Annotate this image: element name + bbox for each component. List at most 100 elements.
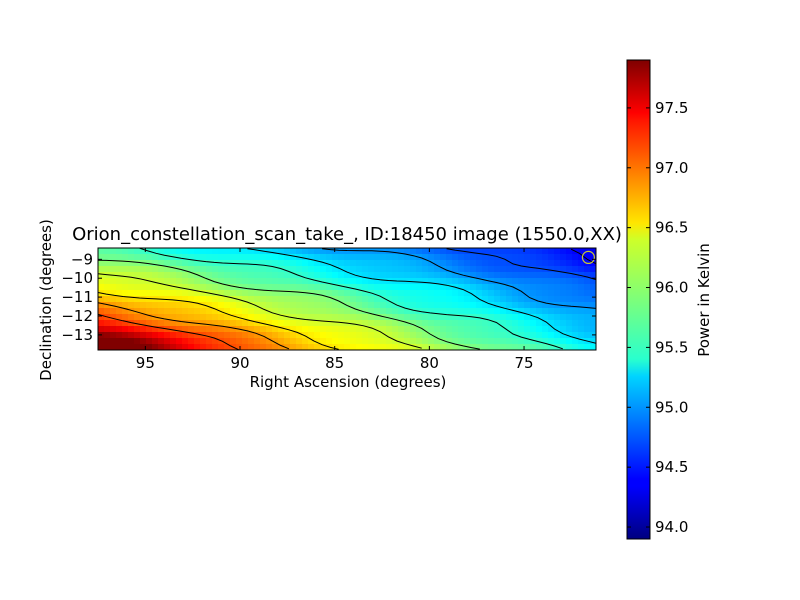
heatmap-cell bbox=[290, 338, 297, 345]
heatmap-cell bbox=[554, 266, 561, 273]
heatmap-cell bbox=[224, 338, 231, 345]
heatmap-cell bbox=[302, 296, 309, 303]
heatmap-cell bbox=[446, 308, 453, 315]
heatmap-cell bbox=[194, 284, 201, 291]
heatmap-cell bbox=[488, 290, 495, 297]
heatmap-cell bbox=[488, 284, 495, 291]
heatmap-cell bbox=[584, 308, 591, 315]
heatmap-cell bbox=[494, 290, 501, 297]
x-tick-label: 90 bbox=[230, 354, 249, 372]
heatmap-cell bbox=[164, 284, 171, 291]
heatmap-cell bbox=[374, 290, 381, 297]
heatmap-cell bbox=[152, 302, 159, 309]
heatmap-cell bbox=[494, 338, 501, 345]
heatmap-cell bbox=[482, 314, 489, 321]
heatmap-cell bbox=[572, 290, 579, 297]
heatmap-cell bbox=[206, 326, 213, 333]
heatmap-cell bbox=[548, 332, 555, 339]
heatmap-cell bbox=[200, 290, 207, 297]
heatmap-cell bbox=[338, 272, 345, 279]
heatmap-cell bbox=[488, 326, 495, 333]
heatmap-cell bbox=[164, 248, 171, 255]
heatmap-cell bbox=[458, 302, 465, 309]
heatmap-cell bbox=[452, 338, 459, 345]
heatmap-cell bbox=[338, 332, 345, 339]
heatmap-cell bbox=[554, 332, 561, 339]
heatmap-cell bbox=[302, 284, 309, 291]
heatmap-cell bbox=[434, 296, 441, 303]
heatmap-cell bbox=[518, 254, 525, 261]
heatmap-cell bbox=[200, 254, 207, 261]
heatmap-cell bbox=[212, 332, 219, 339]
heatmap-cell bbox=[560, 254, 567, 261]
heatmap-cell bbox=[410, 284, 417, 291]
heatmap-cell bbox=[374, 332, 381, 339]
heatmap-cell bbox=[398, 290, 405, 297]
heatmap-cell bbox=[278, 326, 285, 333]
heatmap-cell bbox=[500, 302, 507, 309]
heatmap-cell bbox=[356, 338, 363, 345]
heatmap-cell bbox=[410, 326, 417, 333]
heatmap-cell bbox=[296, 296, 303, 303]
heatmap-cell bbox=[236, 338, 243, 345]
heatmap-cell bbox=[98, 260, 105, 267]
heatmap-cell bbox=[368, 254, 375, 261]
heatmap-cell bbox=[176, 326, 183, 333]
heatmap-cell bbox=[152, 320, 159, 327]
heatmap-cell bbox=[470, 320, 477, 327]
heatmap-cell bbox=[452, 254, 459, 261]
heatmap-cell bbox=[548, 290, 555, 297]
heatmap-cell bbox=[530, 272, 537, 279]
heatmap-cell bbox=[404, 248, 411, 255]
heatmap-cell bbox=[248, 284, 255, 291]
heatmap-cell bbox=[470, 284, 477, 291]
heatmap-cell bbox=[488, 308, 495, 315]
heatmap-cell bbox=[320, 278, 327, 285]
heatmap-cell bbox=[434, 302, 441, 309]
colorbar-tick-label: 94.0 bbox=[655, 518, 688, 536]
heatmap-cell bbox=[554, 314, 561, 321]
heatmap-cell bbox=[152, 344, 159, 350]
heatmap-cell bbox=[224, 296, 231, 303]
heatmap-cell bbox=[530, 320, 537, 327]
heatmap-cell bbox=[296, 290, 303, 297]
heatmap-cell bbox=[560, 296, 567, 303]
heatmap-cell bbox=[422, 266, 429, 273]
heatmap-cell bbox=[332, 290, 339, 297]
heatmap-cell bbox=[170, 344, 177, 350]
heatmap-cell bbox=[182, 332, 189, 339]
heatmap-cell bbox=[206, 248, 213, 255]
heatmap-cell bbox=[302, 272, 309, 279]
heatmap-cell bbox=[470, 272, 477, 279]
heatmap-cell bbox=[536, 308, 543, 315]
heatmap-cell bbox=[320, 314, 327, 321]
heatmap-cell bbox=[98, 302, 105, 309]
heatmap-cell bbox=[116, 314, 123, 321]
heatmap-cell bbox=[200, 272, 207, 279]
heatmap-cell bbox=[542, 254, 549, 261]
heatmap-cell bbox=[446, 254, 453, 261]
heatmap-cell bbox=[446, 290, 453, 297]
heatmap-cell bbox=[542, 296, 549, 303]
heatmap-cell bbox=[542, 260, 549, 267]
heatmap-cell bbox=[194, 260, 201, 267]
heatmap-cell bbox=[266, 320, 273, 327]
heatmap-cell bbox=[248, 254, 255, 261]
heatmap-cell bbox=[140, 278, 147, 285]
heatmap-cell bbox=[392, 344, 399, 350]
heatmap-cell bbox=[332, 326, 339, 333]
heatmap-cell bbox=[506, 266, 513, 273]
heatmap-cell bbox=[404, 326, 411, 333]
heatmap-cell bbox=[134, 278, 141, 285]
heatmap-cell bbox=[128, 320, 135, 327]
heatmap-cell bbox=[170, 260, 177, 267]
heatmap-cell bbox=[98, 266, 105, 273]
heatmap-cell bbox=[488, 338, 495, 345]
heatmap-cell bbox=[428, 272, 435, 279]
heatmap-cell bbox=[572, 314, 579, 321]
heatmap-cell bbox=[308, 314, 315, 321]
heatmap-cell bbox=[386, 266, 393, 273]
heatmap-cell bbox=[338, 296, 345, 303]
heatmap-cell bbox=[440, 254, 447, 261]
heatmap-cell bbox=[230, 272, 237, 279]
